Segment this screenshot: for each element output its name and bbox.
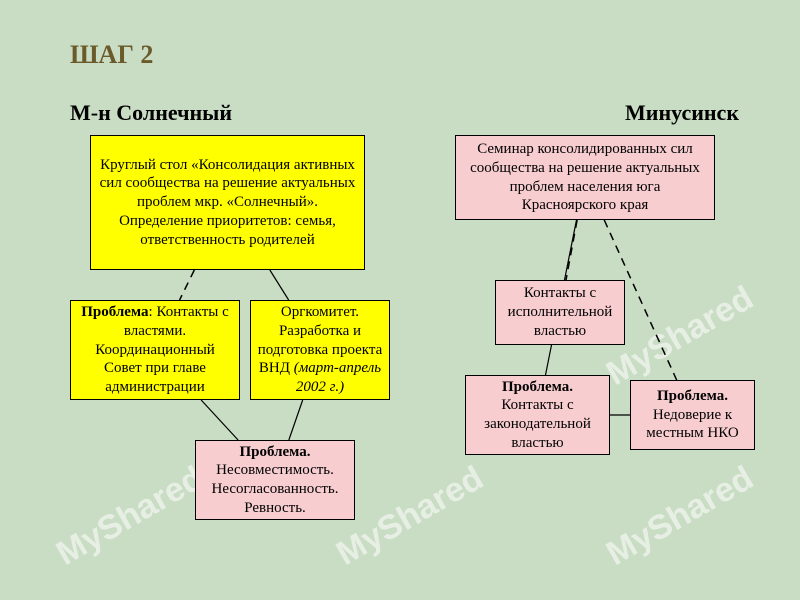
node-text-segment: Круглый стол «Консолидация активных сил … xyxy=(100,157,356,248)
node-text-segment: Проблема. xyxy=(239,444,310,460)
diagram-node: Семинар консолидированных сил сообщества… xyxy=(455,135,715,220)
node-text: Проблема. Контакты с законодательной вла… xyxy=(472,378,603,453)
node-text-segment: (март-апрель 2002 г.) xyxy=(294,360,381,395)
node-text: Семинар консолидированных сил сообщества… xyxy=(462,140,708,215)
node-text: Оргкомитет. Разработка и подготовка прое… xyxy=(257,303,383,397)
edge xyxy=(566,220,577,280)
node-text: Проблема. Недоверие к местным НКО xyxy=(637,387,748,443)
step-title: ШАГ 2 xyxy=(70,40,153,70)
diagram-node: Проблема: Контакты с властями. Координац… xyxy=(70,300,240,400)
node-text: Проблема. Несовместимость. Несогласованн… xyxy=(202,443,348,518)
node-text: Контакты с исполнительной властью xyxy=(502,284,618,340)
node-text-segment: Проблема. xyxy=(502,379,573,395)
column-heading: М-н Солнечный xyxy=(70,100,232,126)
watermark: MyShared xyxy=(50,459,210,574)
diagram-node: Оргкомитет. Разработка и подготовка прое… xyxy=(250,300,390,400)
node-text-segment: Проблема. xyxy=(657,388,728,404)
diagram-node: Контакты с исполнительной властью xyxy=(495,280,625,345)
diagram-node: Проблема. Недоверие к местным НКО xyxy=(630,380,755,450)
node-text-segment: Проблема xyxy=(81,304,148,320)
diagram-stage: MySharedMySharedMySharedMySharedШАГ 2М-н… xyxy=(0,0,800,600)
watermark: MyShared xyxy=(600,459,760,574)
edge xyxy=(201,400,238,440)
node-text: Проблема: Контакты с властями. Координац… xyxy=(77,303,233,397)
node-text-segment: Контакты с исполнительной властью xyxy=(508,285,613,339)
node-text: Круглый стол «Консолидация активных сил … xyxy=(97,156,358,250)
diagram-node: Проблема. Несовместимость. Несогласованн… xyxy=(195,440,355,520)
diagram-node: Проблема. Контакты с законодательной вла… xyxy=(465,375,610,455)
diagram-node: Круглый стол «Консолидация активных сил … xyxy=(90,135,365,270)
edge xyxy=(289,400,303,440)
node-text-segment: Несовместимость. Несогласованность. Ревн… xyxy=(212,462,339,516)
node-text-segment: Контакты с законодательной властью xyxy=(484,397,591,451)
edge xyxy=(270,270,289,300)
edge xyxy=(180,270,195,300)
node-text-segment: Семинар консолидированных сил сообщества… xyxy=(470,141,700,213)
node-text-segment: Недоверие к местным НКО xyxy=(646,407,738,442)
column-heading: Минусинск xyxy=(625,100,739,126)
